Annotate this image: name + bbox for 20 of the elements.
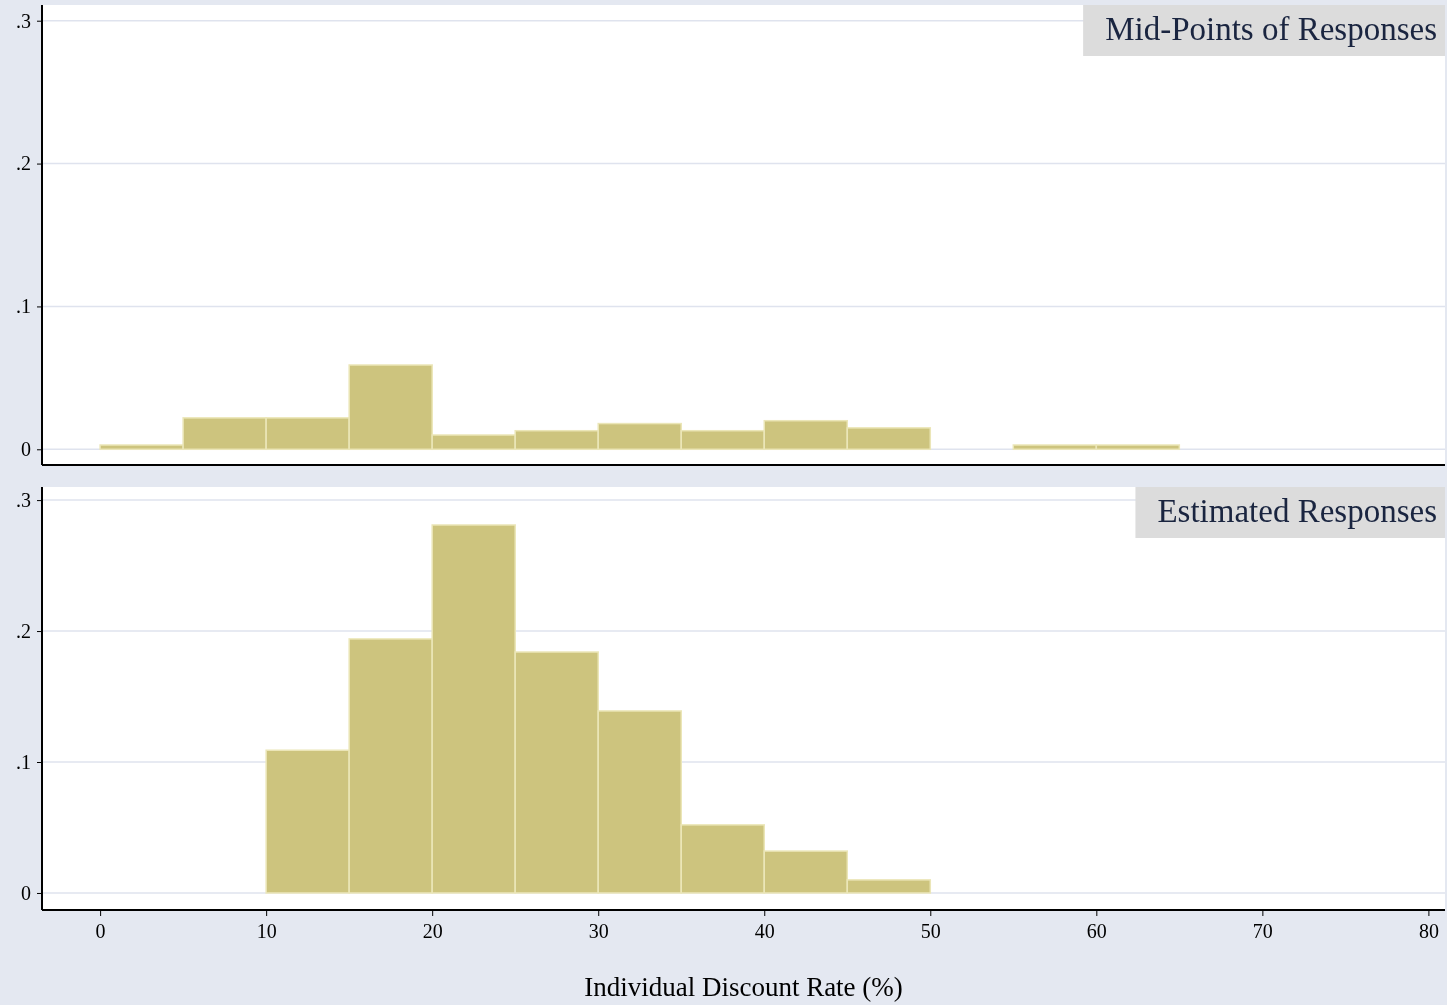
y-tick-label: 0 <box>21 438 31 461</box>
y-tick-label: .2 <box>16 152 31 175</box>
x-tick-label: 0 <box>95 920 106 943</box>
x-tick-label: 70 <box>1252 920 1273 943</box>
chart-title: Estimated Responses <box>1157 493 1437 529</box>
x-tick-label: 30 <box>588 920 609 943</box>
y-tick-label: 0 <box>21 881 31 904</box>
x-tick-label: 80 <box>1418 920 1439 943</box>
x-tick-label: 40 <box>754 920 775 943</box>
y-tick-label: .1 <box>16 295 31 318</box>
y-tick-label: .3 <box>16 489 31 511</box>
y-tick-label: .3 <box>16 9 31 32</box>
chart-title: Mid-Points of Responses <box>1105 11 1437 47</box>
x-tick-label: 60 <box>1086 920 1107 943</box>
x-tick-label: 20 <box>422 920 443 943</box>
x-axis-title: Individual Discount Rate (%) <box>584 972 903 1002</box>
x-tick-label: 50 <box>920 920 941 943</box>
y-tick-label: .1 <box>16 750 31 773</box>
y-tick-label: .2 <box>16 619 31 642</box>
x-tick-label: 10 <box>256 920 277 943</box>
